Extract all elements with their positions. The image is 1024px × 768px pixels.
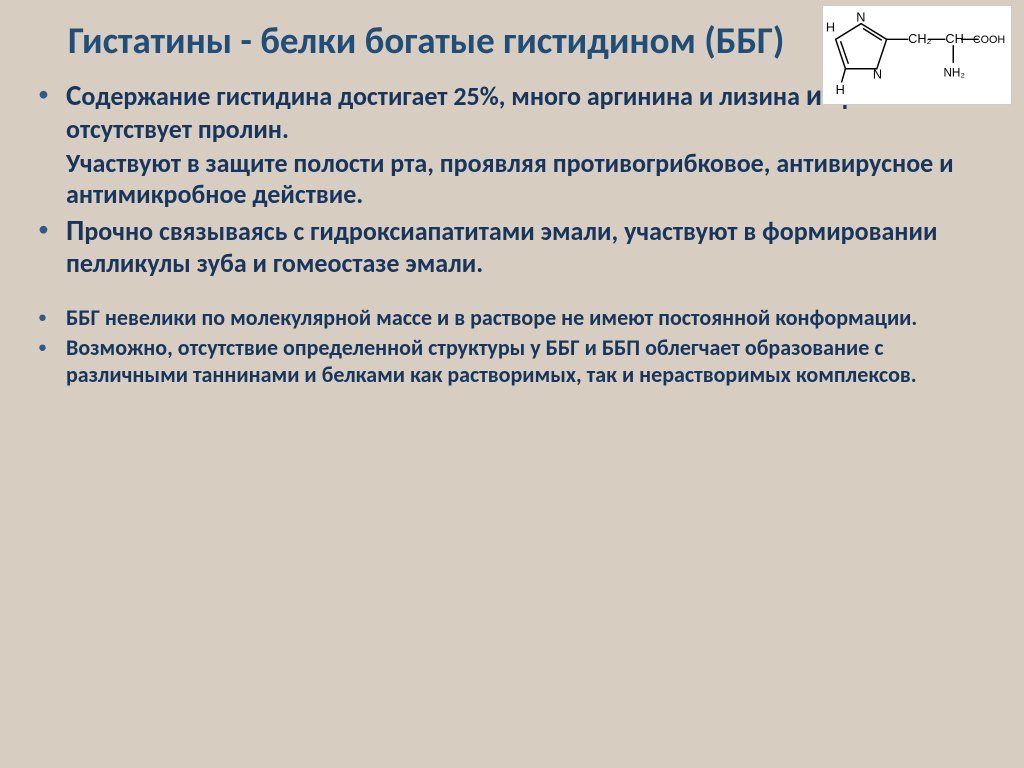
chem-label: N — [873, 67, 882, 82]
spacer — [38, 282, 986, 304]
bullet-text: ББГ невелики по молекулярной массе и в р… — [66, 304, 986, 332]
bullet-3: • ББГ невелики по молекулярной массе и в… — [38, 304, 986, 332]
slide: N N H H CH₂ CH COOH NH₂ Гистатины - белк… — [0, 0, 1024, 768]
bullet-marker: • — [38, 213, 66, 280]
chem-label: N — [856, 10, 865, 25]
text-part: одержание гистидина достигает 25%, много… — [81, 80, 805, 112]
bullet-marker: • — [38, 304, 66, 332]
chem-label: NH₂ — [943, 67, 965, 80]
bullet-text: Прочно связываясь с гидроксиапатитами эм… — [66, 213, 986, 280]
chem-label: CH — [945, 31, 963, 46]
paragraph-1: Участвуют в защите полости рта, проявляя… — [38, 148, 986, 211]
cap-letter: С — [66, 77, 81, 113]
cap-letter: П — [66, 212, 84, 248]
bullet-4: • Возможно, отсутствие определенной стру… — [38, 334, 986, 389]
bullet-marker: • — [38, 78, 66, 145]
chem-label: COOH — [973, 34, 1005, 46]
chemical-structure: N N H H CH₂ CH COOH NH₂ — [822, 5, 1012, 105]
slide-content: • Содержание гистидина достигает 25%, мн… — [38, 78, 986, 388]
bullet-2: • Прочно связываясь с гидроксиапатитами … — [38, 213, 986, 280]
text-part: рочно связываясь с гидроксиапатитами эма… — [66, 215, 937, 280]
slide-title: Гистатины - белки богатые гистидином (ББ… — [38, 18, 818, 64]
bullet-marker: • — [38, 334, 66, 389]
chem-label: H — [836, 82, 845, 97]
chem-label: H — [826, 19, 835, 34]
cap-letter: и — [806, 77, 822, 113]
chem-label: CH₂ — [908, 31, 931, 46]
bullet-text: Возможно, отсутствие определенной структ… — [66, 334, 986, 389]
